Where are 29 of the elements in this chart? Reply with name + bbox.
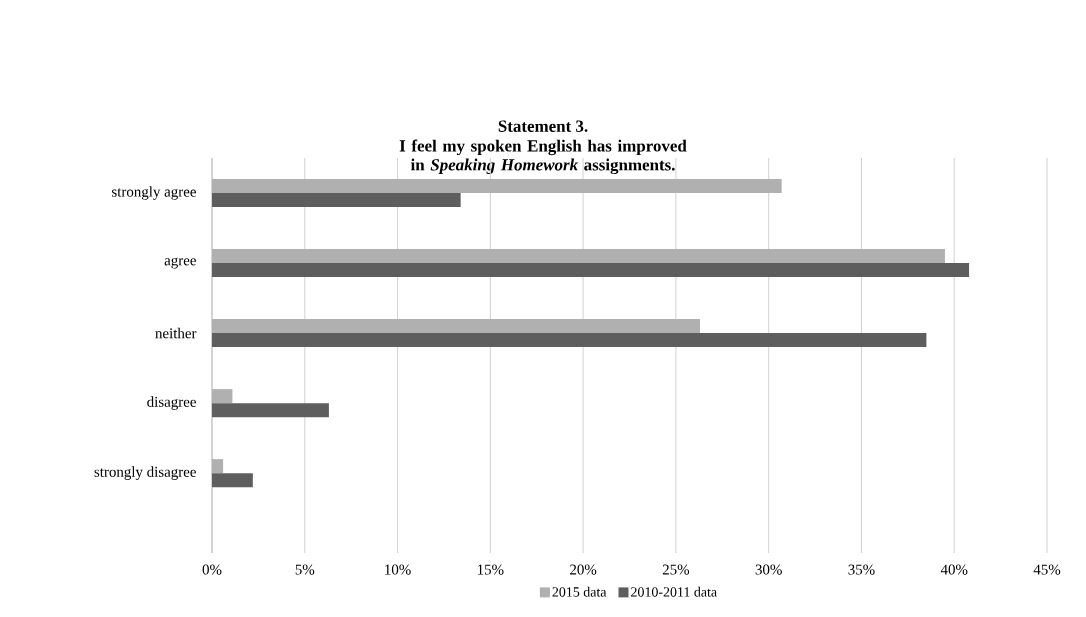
x-tick-label: 30% <box>755 564 782 575</box>
chart-title: Statement 3. <box>498 120 588 132</box>
x-tick-label: 5% <box>295 564 315 575</box>
bar <box>212 319 701 334</box>
bar <box>212 473 253 488</box>
bar <box>212 389 233 404</box>
bar <box>212 403 329 418</box>
bar <box>212 193 461 208</box>
bar <box>212 459 224 474</box>
y-tick-label: strongly agree <box>112 186 196 200</box>
legend-label: 2015 data <box>552 586 607 597</box>
x-tick-label: 45% <box>1033 564 1061 575</box>
x-tick-label: 25% <box>662 564 690 575</box>
x-tick-label: 40% <box>940 564 968 575</box>
x-tick-label: 20% <box>570 564 597 575</box>
bar <box>212 249 945 264</box>
bar <box>212 179 782 194</box>
x-tick-label: 10% <box>385 564 411 575</box>
y-tick-label: strongly disagree <box>94 466 196 480</box>
y-tick-label: agree <box>164 257 196 269</box>
bar <box>212 263 970 278</box>
x-tick-label: 0% <box>202 564 222 575</box>
y-tick-label: neither <box>155 327 197 339</box>
legend-label: 2010-2011 data <box>631 586 717 597</box>
chart-subtitle: I feel my spoken English has improved in Speaking Homework assignments. <box>399 139 687 175</box>
x-tick-label: 35% <box>848 564 875 575</box>
x-tick-label: 15% <box>477 564 504 575</box>
bar <box>212 333 927 348</box>
y-tick-label: disagree <box>147 396 196 410</box>
